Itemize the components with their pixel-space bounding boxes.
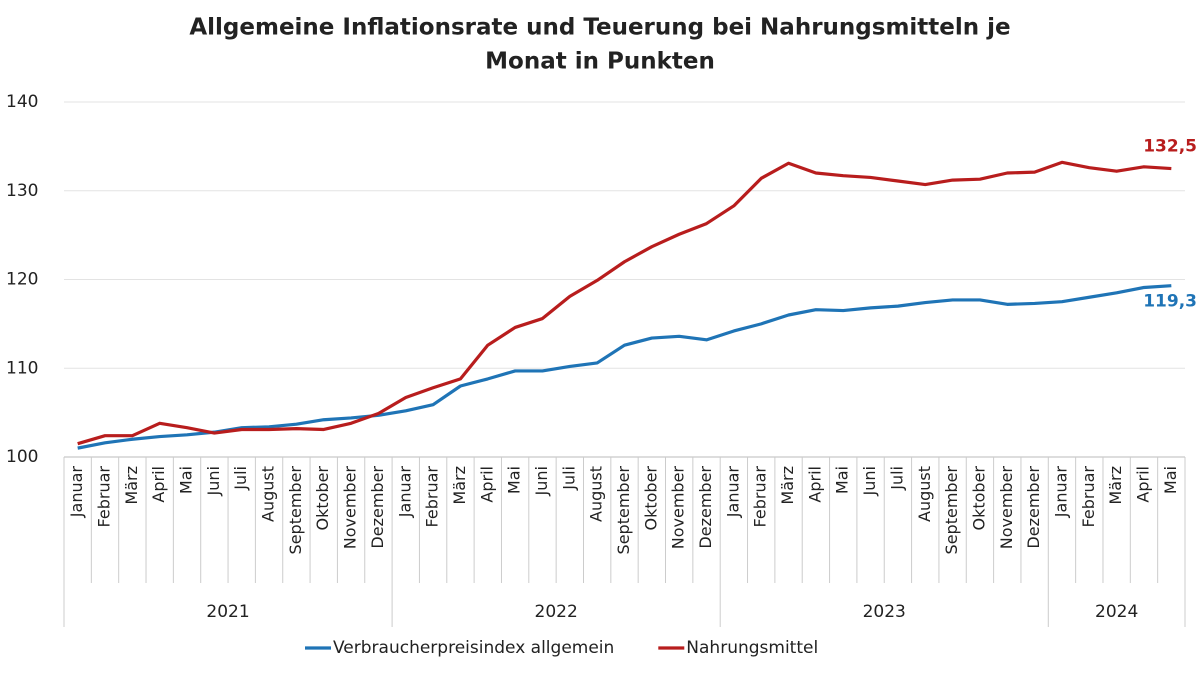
x-tick-label: August <box>587 466 606 522</box>
x-tick-label: Februar <box>751 466 770 528</box>
x-tick-label: November <box>341 466 360 550</box>
x-tick-label: September <box>286 466 305 555</box>
x-tick-label: August <box>259 466 278 522</box>
series-line <box>77 160 1172 446</box>
x-tick-label: März <box>778 466 797 505</box>
x-tick-label: Oktober <box>969 466 988 531</box>
x-tick-label: Dezember <box>368 466 387 549</box>
legend-label: Nahrungsmittel <box>686 638 818 658</box>
y-tick-label: 100 <box>6 447 38 467</box>
x-tick-label: Oktober <box>641 466 660 531</box>
x-tick-label: Januar <box>1051 466 1070 519</box>
year-label: 2023 <box>863 602 906 622</box>
x-tick-label: Dezember <box>696 466 715 549</box>
x-tick-label: Mai <box>1161 466 1180 494</box>
y-tick-label: 140 <box>6 92 38 112</box>
x-tick-label: April <box>1133 466 1152 503</box>
x-tick-label: Februar <box>95 466 114 528</box>
x-tick-label: März <box>450 466 469 505</box>
data-label: 132,5 <box>1143 137 1197 157</box>
year-label: 2022 <box>535 602 578 622</box>
x-tick-label: Oktober <box>313 466 332 531</box>
x-tick-label: November <box>669 466 688 550</box>
x-tick-label: Januar <box>723 466 742 519</box>
x-tick-label: Juni <box>860 466 879 496</box>
x-tick-label: Juni <box>204 466 223 496</box>
y-tick-label: 130 <box>6 181 38 201</box>
x-tick-label: Juli <box>887 466 906 491</box>
x-tick-label: März <box>1106 466 1125 505</box>
x-tick-label: Mai <box>833 466 852 494</box>
y-tick-label: 120 <box>6 270 38 290</box>
x-tick-label: April <box>477 466 496 503</box>
x-tick-label: November <box>997 466 1016 550</box>
x-tick-label: Januar <box>395 466 414 519</box>
x-tick-label: April <box>805 466 824 503</box>
data-label: 119,3 <box>1143 292 1197 312</box>
x-tick-label: April <box>149 466 168 503</box>
x-tick-label: Dezember <box>1024 466 1043 549</box>
x-tick-label: Juli <box>231 466 250 491</box>
chart-title: Monat in Punkten <box>485 49 715 75</box>
series-line <box>77 284 1172 450</box>
y-tick-label: 110 <box>6 358 38 378</box>
x-tick-label: Februar <box>423 466 442 528</box>
x-tick-label: Juli <box>559 466 578 491</box>
x-tick-label: Mai <box>505 466 524 494</box>
year-label: 2024 <box>1095 602 1138 622</box>
x-tick-label: September <box>614 466 633 555</box>
x-tick-label: Februar <box>1079 466 1098 528</box>
chart-title: Allgemeine Inflationsrate und Teuerung b… <box>189 15 1010 41</box>
x-tick-label: Mai <box>177 466 196 494</box>
x-tick-label: März <box>122 466 141 505</box>
x-tick-label: August <box>915 466 934 522</box>
x-tick-label: September <box>942 466 961 555</box>
x-tick-label: Januar <box>67 466 86 519</box>
legend-label: Verbraucherpreisindex allgemein <box>333 638 614 658</box>
year-label: 2021 <box>206 602 249 622</box>
x-tick-label: Juni <box>532 466 551 496</box>
